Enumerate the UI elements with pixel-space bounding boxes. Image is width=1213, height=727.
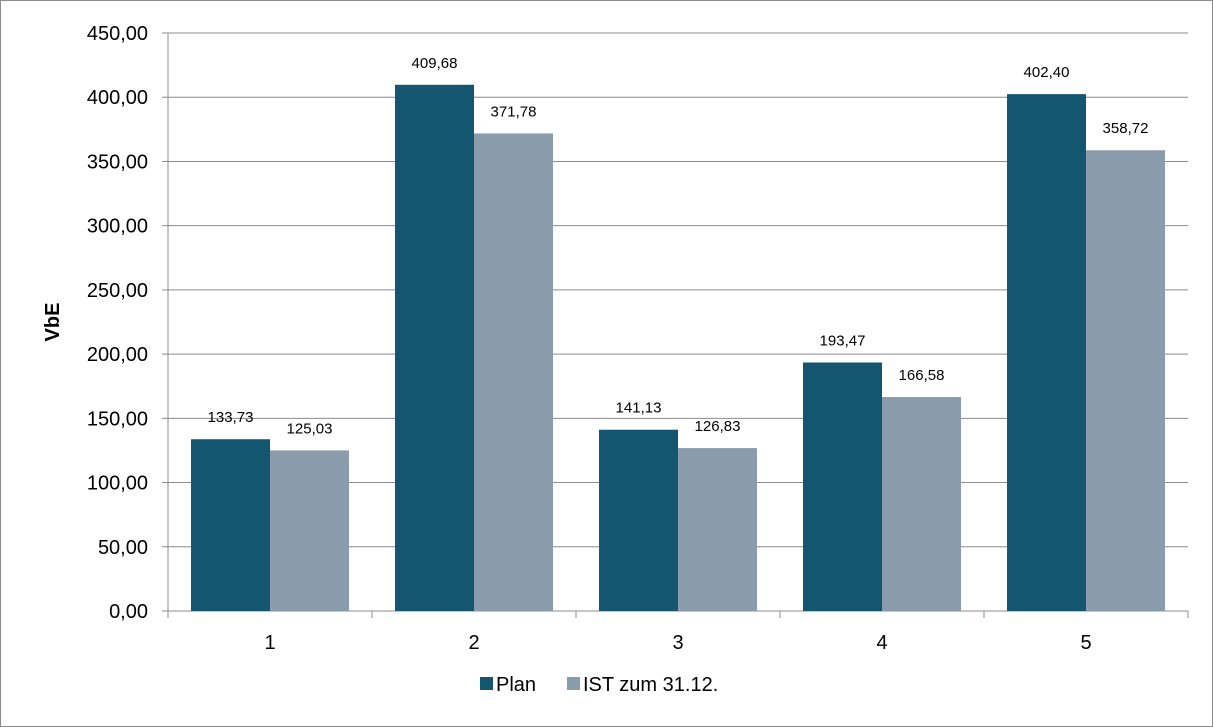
bar-plan: [803, 362, 882, 611]
data-label: 141,13: [616, 400, 662, 417]
bar-plan: [191, 439, 270, 611]
data-label: 133,73: [208, 409, 254, 426]
bar-plan: [395, 84, 474, 611]
y-tick-label: 150,00: [87, 408, 148, 430]
data-label: 371,78: [491, 103, 537, 120]
legend-swatch: [567, 677, 580, 690]
data-label: 193,47: [820, 332, 866, 349]
x-tick-label: 4: [876, 632, 887, 654]
bar-ist: [1086, 150, 1165, 612]
legend-label: IST zum 31.12.: [583, 674, 718, 696]
y-tick-label: 450,00: [87, 23, 148, 45]
data-label: 402,40: [1024, 64, 1070, 81]
legend-label: Plan: [496, 674, 536, 696]
x-tick-label: 2: [468, 632, 479, 654]
x-tick-label: 3: [672, 632, 683, 654]
bar-ist: [270, 450, 349, 611]
data-label: 358,72: [1103, 120, 1149, 137]
x-tick-label: 5: [1080, 632, 1091, 654]
data-label: 166,58: [899, 367, 945, 384]
x-tick-label: 1: [264, 632, 275, 654]
y-tick-label: 400,00: [87, 87, 148, 109]
y-tick-label: 50,00: [98, 537, 148, 559]
y-tick-label: 350,00: [87, 151, 148, 173]
bar-ist: [882, 397, 961, 611]
y-axis-title: VbE: [42, 303, 64, 342]
bar-ist: [474, 133, 553, 611]
y-tick-label: 250,00: [87, 280, 148, 302]
legend-swatch: [480, 677, 493, 690]
y-tick-label: 300,00: [87, 216, 148, 238]
bar-plan: [599, 429, 678, 611]
data-label: 125,03: [287, 420, 333, 437]
y-tick-label: 200,00: [87, 344, 148, 366]
y-tick-label: 100,00: [87, 473, 148, 495]
data-label: 126,83: [695, 418, 741, 435]
data-label: 409,68: [412, 55, 458, 72]
y-tick-label: 0,00: [109, 601, 148, 623]
bar-ist: [678, 448, 757, 611]
bar-plan: [1007, 94, 1086, 612]
